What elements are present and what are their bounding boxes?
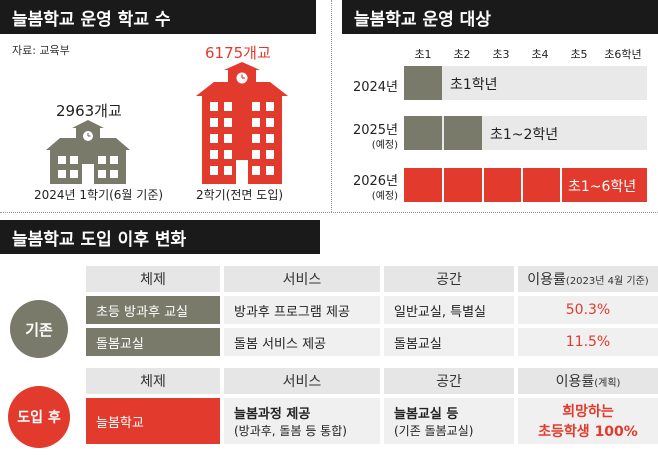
panel-divider-horizontal [0, 212, 658, 213]
grade-row-2024 [404, 66, 647, 100]
header-rate-note: (계획) [594, 377, 621, 389]
cell-system: 돌봄교실 [86, 328, 220, 356]
badge-new: 도입 후 [8, 386, 70, 448]
caption-after: 2학기(전면 도입) [196, 188, 284, 202]
grade-range-label-2025: 초1~2학년 [490, 127, 559, 143]
grade-fill [404, 66, 442, 100]
rate-line1: 희망하는 [562, 404, 614, 420]
year-label-2025: 2025년 [352, 123, 398, 138]
cell-service: 방과후 프로그램 제공 [224, 296, 380, 324]
grade-separator [560, 168, 562, 202]
space-line2: (기존 돌봄교실) [394, 424, 474, 438]
grade-fill [444, 116, 482, 150]
source-note: 자료: 교육부 [12, 44, 70, 57]
header-rate: 이용률 (2023년 4월 기준) [518, 266, 658, 292]
grade-row-2026 [404, 168, 647, 202]
cell-space: 일반교실, 특별실 [384, 296, 514, 324]
grade-label: 초1 [414, 48, 432, 61]
header-space: 공간 [384, 266, 514, 292]
badge-existing: 기존 [10, 300, 68, 358]
cell-space: 돌봄교실 [384, 328, 514, 356]
header-rate: 이용률 (계획) [518, 368, 658, 394]
grade-separator [442, 168, 444, 202]
service-line1: 늘봄과정 제공 [234, 407, 311, 422]
cell-service: 늘봄과정 제공 (방과후, 돌봄 등 통합) [224, 398, 380, 444]
cell-system: 초등 방과후 교실 [86, 296, 220, 324]
header-system: 체제 [86, 266, 220, 292]
rate-line2: 초등학생 100% [538, 424, 638, 440]
grade-range-label-2026: 초1~6학년 [568, 179, 637, 195]
grade-label: 초4 [531, 48, 549, 61]
header-rate-note: (2023년 4월 기준) [565, 275, 649, 287]
year-note-2025: (예정) [371, 140, 398, 151]
grade-label: 초6학년 [604, 48, 642, 61]
header-space: 공간 [384, 368, 514, 394]
panel-divider-vertical [331, 0, 332, 212]
school-building-large-icon [196, 62, 288, 184]
panel2-title: 늘봄학교 운영 대상 [342, 0, 658, 34]
header-service: 서비스 [224, 266, 380, 292]
year-label-2026: 2026년 [352, 174, 398, 189]
header-rate-label: 이용률 [527, 272, 566, 288]
count-before: 2963개교 [56, 102, 122, 120]
grade-label: 초2 [453, 48, 471, 61]
count-after: 6175개교 [205, 44, 271, 62]
header-rate-label: 이용률 [555, 374, 595, 390]
panel3-title: 늘봄학교 도입 이후 변화 [0, 220, 320, 254]
service-line2: (방과후, 돌봄 등 통합) [234, 424, 347, 438]
header-service: 서비스 [224, 368, 380, 394]
caption-before: 2024년 1학기(6월 기준) [34, 188, 164, 202]
year-note-2026: (예정) [371, 191, 398, 202]
grade-label: 초5 [570, 48, 588, 61]
cell-rate: 11.5% [518, 328, 658, 356]
cell-rate: 50.3% [518, 296, 658, 324]
grade-separator [482, 168, 484, 202]
space-line1: 늘봄교실 등 [394, 407, 459, 422]
cell-system: 늘봄학교 [86, 398, 220, 444]
year-label-2024: 2024년 [352, 80, 398, 95]
cell-space: 늘봄교실 등 (기존 돌봄교실) [384, 398, 514, 444]
school-building-small-icon [46, 120, 130, 184]
header-system: 체제 [86, 368, 220, 394]
panel1-title: 늘봄학교 운영 학교 수 [0, 0, 316, 34]
grade-separator [521, 168, 523, 202]
cell-service: 돌봄 서비스 제공 [224, 328, 380, 356]
grade-range-label-2024: 초1학년 [450, 77, 498, 93]
grade-fill [404, 116, 442, 150]
cell-rate: 희망하는 초등학생 100% [518, 398, 658, 444]
grade-label: 초3 [492, 48, 510, 61]
